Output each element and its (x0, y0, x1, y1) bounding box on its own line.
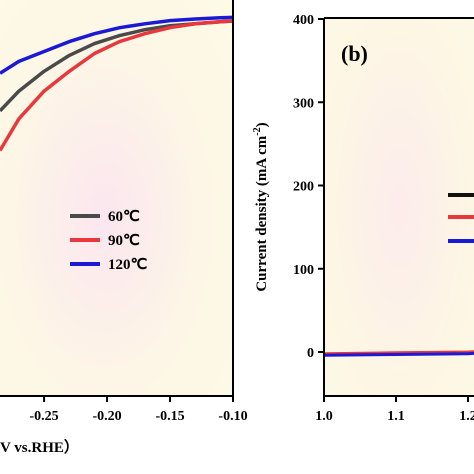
panel-a-x-axis-title: V vs.RHE） (0, 438, 79, 456)
panel-b: 0 100 200 300 400 1.0 1.1 1.2 (b) Current densi… (252, 13, 474, 424)
panel-b-y-axis-title: Current density (mA cm-2) (252, 122, 270, 291)
panel-a: -0.25 -0.20 -0.15 -0.10 V vs.RHE） 60℃ 90℃ 1… (0, 0, 248, 456)
panel-b-y-tick-label-4: 400 (293, 13, 314, 28)
panel-a-series-line-2 (0, 15, 233, 75)
legend-label-90c: 90℃ (108, 233, 140, 249)
panel-b-y-tick-label-0: 0 (307, 346, 314, 361)
panel-a-x-tick-label-3: -0.10 (218, 409, 247, 424)
panel-b-x-tick-label-2: 1.2 (459, 409, 474, 424)
panel-a-legend: 60℃ 90℃ 120℃ (70, 209, 148, 273)
y-axis-title-close: ) (254, 122, 270, 127)
panel-a-x-tick-label-0: -0.25 (29, 409, 58, 424)
panel-b-y-tick-label-1: 100 (293, 263, 314, 278)
legend-label-60c: 60℃ (108, 209, 140, 225)
panel-b-series-line-1 (324, 350, 474, 356)
panel-b-y-tick-label-2: 200 (293, 180, 314, 195)
y-axis-title-main: Current density (mA cm (254, 135, 270, 291)
y-axis-title-superscript: -2 (252, 127, 263, 135)
panel-a-series-line-1 (0, 19, 233, 152)
panel-b-x-tick-label-1: 1.1 (387, 409, 405, 424)
legend-label-120c: 120℃ (108, 257, 148, 273)
panel-a-x-tick-label-2: -0.15 (155, 409, 184, 424)
panel-b-series-line-2 (324, 351, 474, 357)
panel-b-plot-area (324, 18, 474, 396)
panel-b-label: (b) (341, 41, 368, 66)
panel-a-x-tick-label-1: -0.20 (92, 409, 121, 424)
panel-a-plot-area (0, 0, 233, 396)
panel-b-legend (448, 193, 474, 243)
panel-b-x-tick-label-0: 1.0 (315, 409, 333, 424)
panel-b-y-tick-label-3: 300 (293, 96, 314, 111)
